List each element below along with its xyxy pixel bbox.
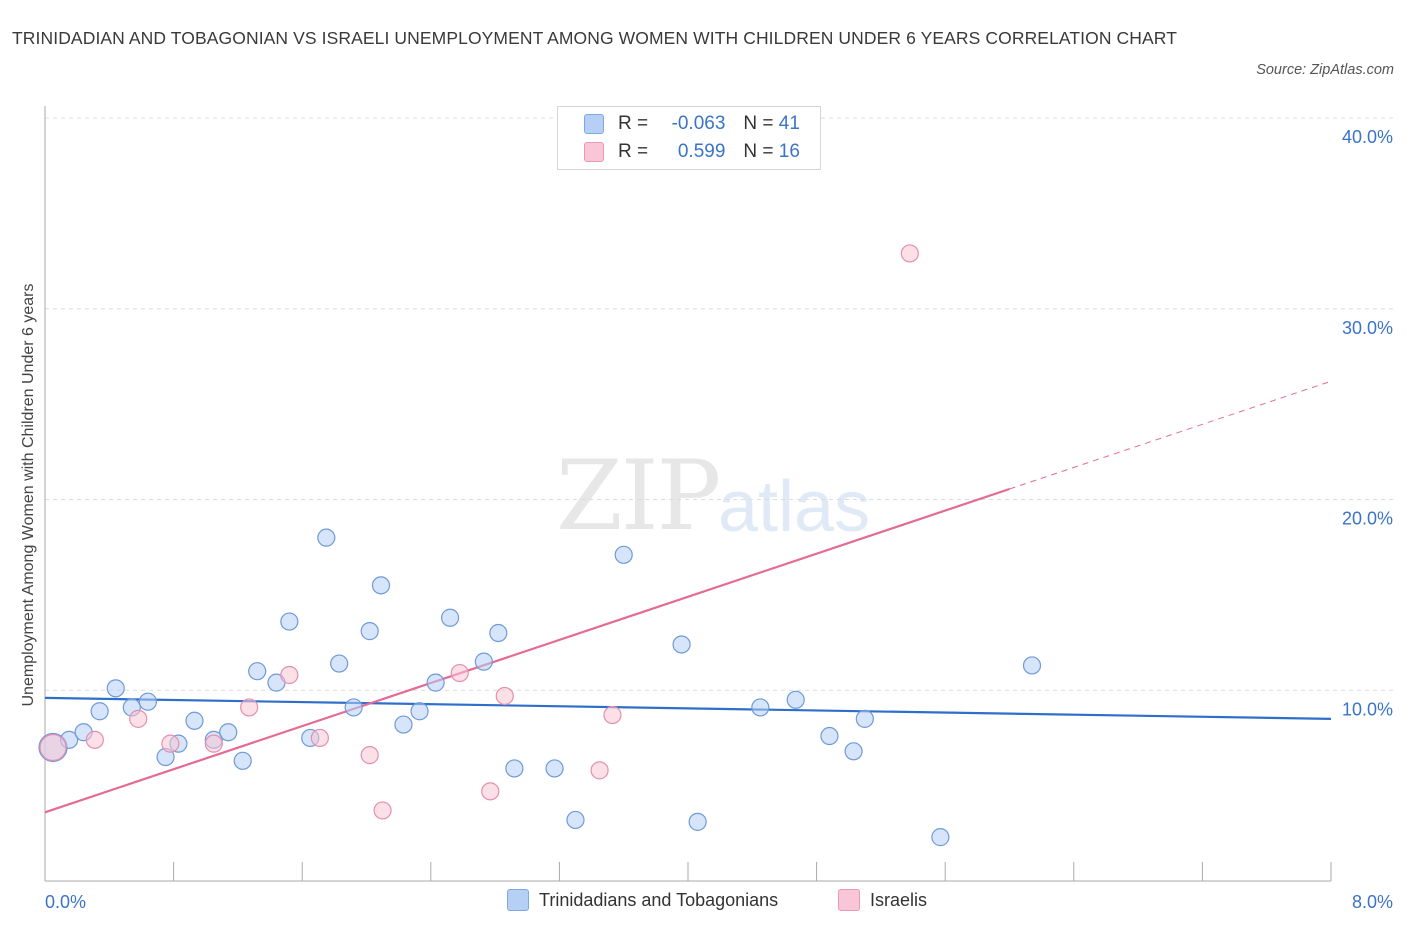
point-israeli	[161, 734, 180, 753]
series-swatch-blue	[507, 889, 529, 911]
series-swatch-pink	[838, 889, 860, 911]
point-trinidadian	[410, 702, 429, 721]
point-israeli	[481, 782, 500, 801]
point-trinidadian	[505, 759, 524, 778]
point-israeli	[590, 761, 609, 780]
point-israeli	[85, 730, 104, 749]
chart-title: TRINIDADIAN AND TOBAGONIAN VS ISRAELI UN…	[12, 28, 1178, 48]
point-israeli	[360, 746, 379, 765]
x-tick-label: 0.0%	[45, 892, 86, 912]
point-trinidadian	[545, 759, 564, 778]
point-trinidadian	[1022, 656, 1042, 675]
point-trinidadian	[233, 751, 252, 770]
legend-n-label: N =	[743, 141, 774, 162]
point-israeli	[495, 686, 514, 706]
point-trinidadian	[90, 702, 109, 721]
legend-r-label: R =	[618, 113, 649, 134]
correlation-legend: R = -0.063 N = 41 R = 0.599 N = 16	[557, 106, 821, 170]
point-israeli	[373, 801, 392, 820]
point-trinidadian	[672, 635, 691, 654]
point-trinidadian	[426, 673, 445, 692]
point-israeli	[129, 709, 148, 728]
point-israeli	[310, 728, 329, 748]
y-axis-title-wrap: Unemployment Among Women with Children U…	[6, 110, 52, 880]
series-legend-label: Israelis	[870, 889, 928, 910]
point-israeli	[280, 665, 299, 685]
point-trinidadian	[688, 812, 707, 831]
point-trinidadian	[360, 622, 379, 641]
point-trinidadian	[280, 612, 299, 631]
y-axis-title: Unemployment Among Women with Children U…	[20, 283, 37, 707]
point-trinidadian	[844, 742, 863, 761]
trend-line-israeli	[44, 487, 1010, 814]
legend-n-label: N =	[743, 113, 774, 134]
grid-lines	[45, 117, 1395, 691]
point-trinidadian	[248, 662, 267, 681]
y-tick-label: 30.0%	[1342, 318, 1393, 338]
point-trinidadian	[185, 711, 204, 730]
point-israeli	[900, 244, 919, 263]
point-israeli	[204, 734, 223, 753]
point-trinidadian	[394, 715, 413, 734]
series-legend-item-trinidadians[interactable]: Trinidadians and Tobagonians	[507, 889, 778, 911]
point-trinidadian	[138, 692, 157, 711]
legend-swatch-pink	[584, 142, 604, 162]
data-points	[38, 244, 1042, 847]
series-legend-label: Trinidadians and Tobagonians	[539, 889, 779, 910]
point-trinidadian	[786, 690, 805, 709]
point-trinidadian	[219, 723, 238, 742]
series-legend-item-israelis[interactable]: Israelis	[838, 889, 927, 911]
point-trinidadian	[855, 709, 874, 728]
watermark-zip: ZIP	[556, 440, 721, 552]
legend-row-trinidadians: R = -0.063 N = 41	[584, 112, 800, 136]
point-trinidadian	[330, 654, 349, 673]
point-trinidadian	[474, 652, 493, 671]
point-trinidadian	[931, 828, 950, 847]
tick-labels: 10.0% 20.0% 30.0% 40.0% 0.0% 8.0%	[45, 127, 1393, 912]
point-trinidadian	[820, 726, 839, 746]
point-trinidadian	[106, 679, 125, 698]
point-trinidadian	[489, 623, 508, 643]
point-trinidadian	[344, 698, 363, 717]
legend-row-israelis: R = 0.599 N = 16	[584, 140, 800, 164]
watermark-atlas: atlas	[718, 467, 871, 547]
point-trinidadian	[317, 528, 336, 547]
trend-line-israeli-extension	[1009, 380, 1332, 490]
legend-n-value: 16	[778, 141, 800, 162]
x-tick-label: 8.0%	[1352, 892, 1393, 912]
point-trinidadian	[751, 698, 770, 717]
point-israeli	[450, 663, 469, 683]
point-israeli	[603, 705, 622, 725]
point-trinidadian	[440, 608, 460, 627]
y-tick-label: 10.0%	[1342, 699, 1393, 719]
point-trinidadian	[614, 545, 633, 564]
legend-n-value: 41	[778, 113, 800, 134]
point-israeli	[240, 698, 259, 717]
legend-r-value: -0.063	[671, 113, 726, 134]
legend-swatch-blue	[584, 114, 604, 134]
trend-line-trinidadian	[44, 696, 1332, 720]
source-label: Source: ZipAtlas.com	[1256, 62, 1394, 78]
point-trinidadian	[371, 576, 391, 595]
point-israeli	[39, 733, 67, 762]
trend-lines	[44, 380, 1332, 814]
point-trinidadian	[566, 810, 585, 830]
legend-r-value: 0.599	[677, 141, 726, 162]
y-tick-label: 40.0%	[1342, 127, 1393, 147]
y-tick-label: 20.0%	[1342, 509, 1393, 529]
legend-r-label: R =	[618, 141, 649, 162]
series-legend: Trinidadians and Tobagonians Israelis	[0, 889, 1406, 915]
